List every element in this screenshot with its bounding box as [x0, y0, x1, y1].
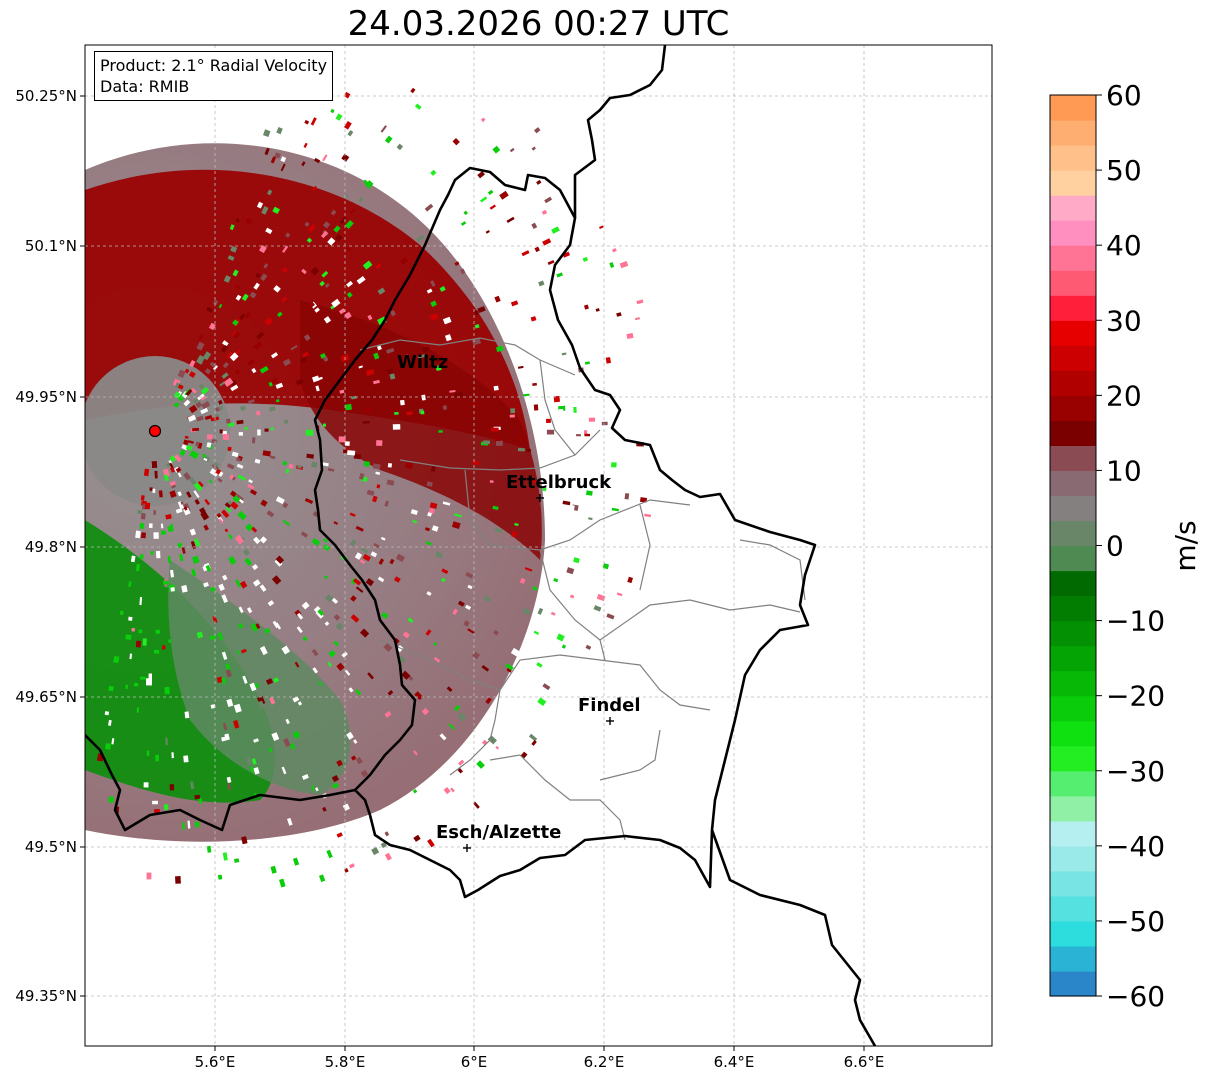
- colorbar-step: [1050, 345, 1096, 371]
- data-source-label: Data: RMIB: [100, 77, 190, 96]
- colorbar-tick-label: −30: [1106, 755, 1165, 788]
- y-tick-label: 49.5°N: [25, 838, 77, 856]
- colorbar-step: [1050, 270, 1096, 296]
- colorbar-tick-label: −10: [1106, 605, 1165, 638]
- plot-frame: [84, 44, 993, 1047]
- y-tick-label: 50.25°N: [15, 87, 77, 105]
- colorbar-step: [1050, 645, 1096, 672]
- colorbar-step: [1050, 670, 1096, 697]
- colorbar-step: [1050, 795, 1096, 822]
- colorbar-step: [1050, 245, 1096, 271]
- map-gridlines: [85, 45, 992, 1046]
- product-label: Product: 2.1° Radial Velocity: [100, 56, 328, 75]
- colorbar-step: [1050, 895, 1096, 922]
- colorbar-step: [1050, 745, 1096, 772]
- x-tick-label: 5.8°E: [325, 1053, 366, 1071]
- colorbar-tick-label: 0: [1106, 530, 1124, 563]
- x-axis-ticks: [214, 1046, 865, 1051]
- product-info-box: Product: 2.1° Radial Velocity Data: RMIB: [94, 51, 334, 101]
- city-label-ettelbruck: Ettelbruck: [506, 472, 612, 493]
- city-label-esch-alzette: Esch/Alzette: [436, 822, 561, 843]
- map-title: 24.03.2026 00:27 UTC: [347, 4, 730, 44]
- y-tick-label: 49.65°N: [15, 688, 77, 706]
- colorbar-step: [1050, 970, 1096, 997]
- colorbar-step: [1050, 470, 1096, 497]
- x-tick-label: 6°E: [461, 1053, 488, 1071]
- colorbar-tick-label: 10: [1106, 454, 1142, 487]
- colorbar-step: [1050, 495, 1096, 522]
- colorbar-step: [1050, 570, 1096, 597]
- canton-borders: [359, 337, 806, 841]
- colorbar-step: [1050, 820, 1096, 847]
- colorbar-step: [1050, 695, 1096, 722]
- y-tick-label: 49.95°N: [15, 388, 77, 406]
- country-borders: [85, 45, 877, 1046]
- colorbar-step: [1050, 195, 1096, 221]
- colorbar-step: [1050, 170, 1096, 196]
- city-label-wiltz: Wiltz: [397, 352, 448, 373]
- colorbar-step: [1050, 120, 1096, 146]
- colorbar-tick-label: 30: [1106, 304, 1142, 337]
- colorbar-step: [1050, 445, 1096, 472]
- colorbar-step: [1050, 920, 1096, 947]
- colorbar-step: [1050, 395, 1096, 421]
- colorbar-step: [1050, 320, 1096, 346]
- colorbar-tick-label: 60: [1106, 79, 1142, 112]
- colorbar-step: [1050, 420, 1096, 446]
- colorbar-step: [1050, 520, 1096, 547]
- colorbar-step: [1050, 945, 1096, 972]
- colorbar-step: [1050, 370, 1096, 396]
- colorbar-step: [1050, 295, 1096, 321]
- colorbar-unit-label: m/s: [1169, 520, 1202, 571]
- colorbar-step: [1050, 95, 1096, 121]
- colorbar: [1050, 95, 1096, 997]
- y-tick-label: 49.8°N: [25, 538, 77, 556]
- y-tick-label: 49.35°N: [15, 987, 77, 1005]
- y-tick-label: 50.1°N: [25, 237, 77, 255]
- colorbar-step: [1050, 595, 1096, 622]
- colorbar-tick-label: 40: [1106, 229, 1142, 262]
- x-tick-label: 5.6°E: [195, 1053, 236, 1071]
- colorbar-step: [1050, 145, 1096, 171]
- colorbar-tick-label: −40: [1106, 830, 1165, 863]
- colorbar-tick-label: 20: [1106, 379, 1142, 412]
- x-tick-label: 6.2°E: [584, 1053, 625, 1071]
- colorbar-step: [1050, 845, 1096, 872]
- colorbar-tick-label: 50: [1106, 154, 1142, 187]
- colorbar-step: [1050, 545, 1096, 572]
- colorbar-tick-label: −50: [1106, 905, 1165, 938]
- y-axis-ticks: [80, 95, 85, 997]
- city-markers: [463, 494, 614, 852]
- colorbar-ticks: 60 50 40 30 20 10 0 −10 −20 −30 −40 −50 −60: [1096, 79, 1165, 1013]
- city-label-findel: Findel: [578, 695, 641, 716]
- colorbar-tick-label: −20: [1106, 680, 1165, 713]
- colorbar-step: [1050, 870, 1096, 897]
- x-tick-label: 6.6°E: [844, 1053, 885, 1071]
- radar-site-marker: [148, 424, 162, 438]
- colorbar-step: [1050, 720, 1096, 747]
- colorbar-tick-label: −60: [1106, 980, 1165, 1013]
- x-tick-label: 6.4°E: [714, 1053, 755, 1071]
- colorbar-step: [1050, 770, 1096, 797]
- colorbar-step: [1050, 220, 1096, 246]
- colorbar-step: [1050, 620, 1096, 647]
